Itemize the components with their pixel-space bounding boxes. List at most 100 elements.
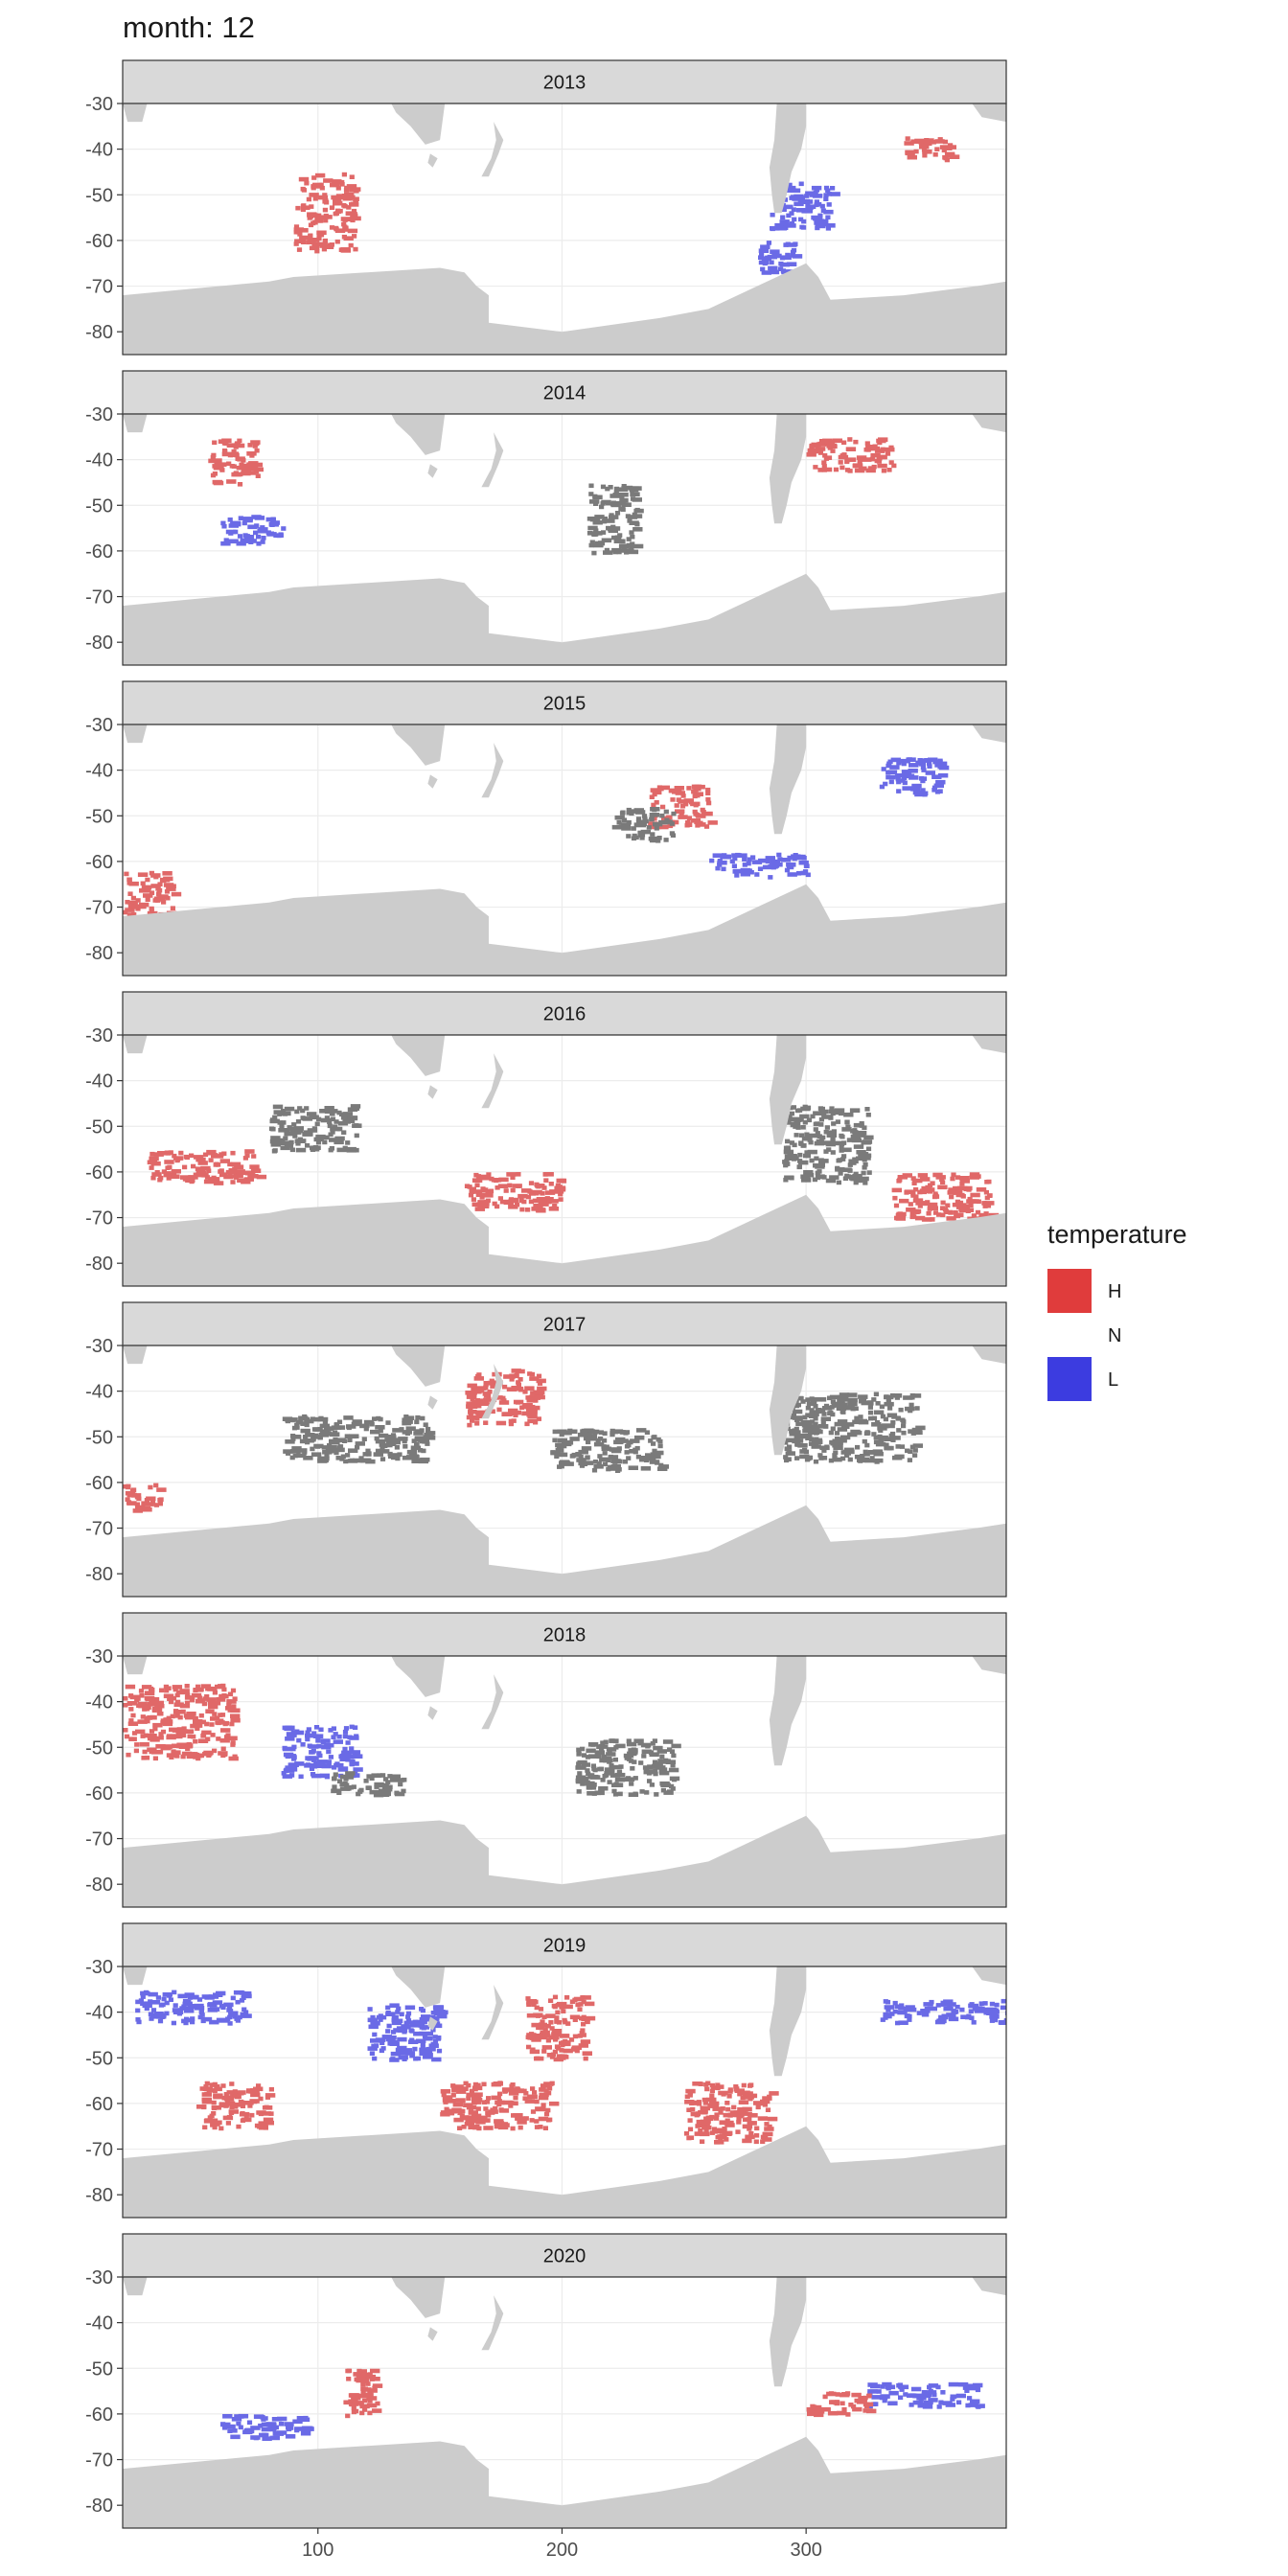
cell bbox=[342, 1746, 348, 1752]
cell bbox=[932, 2392, 937, 2398]
cell bbox=[829, 1394, 840, 1400]
y-tick-label: -40 bbox=[85, 1382, 113, 1403]
cell bbox=[850, 1134, 862, 1139]
cell bbox=[158, 1700, 164, 1706]
cell bbox=[847, 437, 853, 442]
cell bbox=[296, 1453, 307, 1459]
y-tick-label: -80 bbox=[85, 943, 113, 964]
cell bbox=[694, 819, 700, 825]
cell bbox=[142, 1749, 148, 1755]
cell bbox=[610, 1466, 621, 1471]
cell bbox=[139, 1693, 145, 1698]
cell bbox=[150, 2000, 161, 2005]
cell bbox=[878, 1435, 888, 1440]
cell bbox=[378, 1433, 389, 1438]
cell bbox=[405, 1426, 416, 1431]
cell bbox=[268, 2111, 274, 2116]
cell bbox=[852, 463, 858, 469]
cell bbox=[813, 1404, 818, 1409]
cell bbox=[480, 1175, 491, 1181]
cell bbox=[556, 1178, 566, 1184]
cell bbox=[896, 1428, 902, 1433]
cell bbox=[872, 444, 878, 449]
cell bbox=[582, 1461, 588, 1466]
cell bbox=[609, 515, 614, 519]
y-tick-label: -70 bbox=[85, 587, 113, 609]
cell bbox=[432, 2035, 438, 2039]
cell bbox=[144, 1733, 150, 1738]
cell bbox=[420, 2041, 426, 2046]
cell bbox=[531, 2002, 537, 2007]
cell bbox=[581, 1999, 586, 2005]
cell bbox=[327, 1445, 337, 1450]
cell bbox=[345, 2413, 351, 2419]
cell bbox=[335, 208, 341, 214]
cell bbox=[809, 193, 815, 197]
cell bbox=[210, 2122, 220, 2127]
cell bbox=[211, 2111, 217, 2116]
cell bbox=[928, 2400, 933, 2404]
cell bbox=[150, 1151, 155, 1157]
cell bbox=[585, 2001, 595, 2007]
cell bbox=[629, 811, 634, 816]
cell bbox=[326, 1749, 332, 1755]
cell bbox=[875, 1441, 886, 1447]
cell bbox=[663, 1790, 674, 1795]
cell bbox=[586, 531, 593, 536]
cell bbox=[200, 1684, 212, 1689]
cell bbox=[601, 538, 612, 543]
cell bbox=[217, 2120, 222, 2126]
cell bbox=[387, 1774, 393, 1779]
cell bbox=[778, 266, 784, 271]
cell bbox=[396, 2026, 407, 2031]
cell bbox=[298, 228, 309, 233]
cell bbox=[786, 1120, 792, 1125]
cell bbox=[856, 1156, 866, 1162]
cell bbox=[391, 1435, 397, 1439]
cell bbox=[227, 2005, 233, 2011]
cell bbox=[296, 247, 303, 252]
y-tick-label: -30 bbox=[85, 715, 113, 736]
cell bbox=[549, 2101, 560, 2106]
cell bbox=[662, 1767, 668, 1772]
cell bbox=[193, 1738, 198, 1744]
cell bbox=[684, 2094, 690, 2100]
cell bbox=[168, 1699, 174, 1705]
cell bbox=[243, 2101, 254, 2105]
cell bbox=[304, 1418, 314, 1424]
cell bbox=[310, 184, 321, 189]
cell bbox=[143, 1990, 150, 1995]
cell bbox=[497, 1184, 509, 1188]
cell bbox=[134, 1502, 140, 1507]
cell bbox=[474, 1416, 480, 1421]
y-tick-label: -80 bbox=[85, 1254, 113, 1275]
cell bbox=[824, 1125, 830, 1130]
cell bbox=[577, 1432, 588, 1438]
cell bbox=[892, 2009, 898, 2014]
cell bbox=[292, 1453, 298, 1459]
cell bbox=[527, 2036, 533, 2040]
cell bbox=[148, 1999, 153, 2004]
y-axis: -30-40-50-60-70-80 bbox=[85, 715, 123, 964]
cell bbox=[268, 522, 279, 527]
cell bbox=[532, 2090, 538, 2095]
cell bbox=[845, 457, 851, 463]
cell bbox=[443, 2100, 448, 2104]
cell bbox=[826, 1130, 837, 1136]
cell bbox=[181, 1726, 187, 1731]
cell bbox=[313, 1433, 319, 1438]
cell bbox=[857, 459, 862, 465]
cell bbox=[428, 2016, 440, 2021]
cell bbox=[353, 2372, 363, 2377]
cell bbox=[585, 1780, 590, 1785]
cell bbox=[976, 1187, 987, 1192]
cell bbox=[999, 2020, 1006, 2025]
cell bbox=[877, 440, 883, 446]
cell bbox=[886, 774, 896, 780]
cell bbox=[787, 863, 794, 869]
cell bbox=[201, 2016, 213, 2022]
cell bbox=[816, 448, 821, 454]
cell bbox=[579, 1463, 586, 1468]
cell bbox=[485, 2118, 491, 2123]
